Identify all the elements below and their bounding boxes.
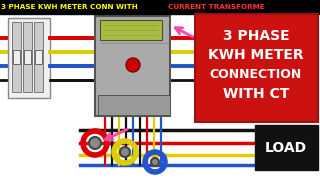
Bar [24,50,31,64]
Bar [0,0,320,14]
Text: KWH METER: KWH METER [208,48,304,62]
Circle shape [126,58,140,72]
Bar [12,22,21,92]
Bar [255,125,318,170]
Bar [100,20,162,40]
Text: LOAD: LOAD [265,141,307,155]
Circle shape [151,158,159,166]
Text: WITH CT: WITH CT [223,87,289,101]
Text: CURRENT TRANSFORME: CURRENT TRANSFORME [168,4,265,10]
Circle shape [89,137,101,149]
Bar [95,16,170,116]
Bar [98,95,170,115]
Text: 3 PHASE: 3 PHASE [223,29,289,43]
Text: 3 PHASE KWH METER CONN WITH: 3 PHASE KWH METER CONN WITH [1,4,140,10]
Bar [8,18,50,98]
Circle shape [120,147,130,157]
Bar [34,22,43,92]
Bar [195,14,318,122]
Bar [35,50,42,64]
Text: CONNECTION: CONNECTION [210,68,302,80]
Bar [23,22,32,92]
Bar [13,50,20,64]
